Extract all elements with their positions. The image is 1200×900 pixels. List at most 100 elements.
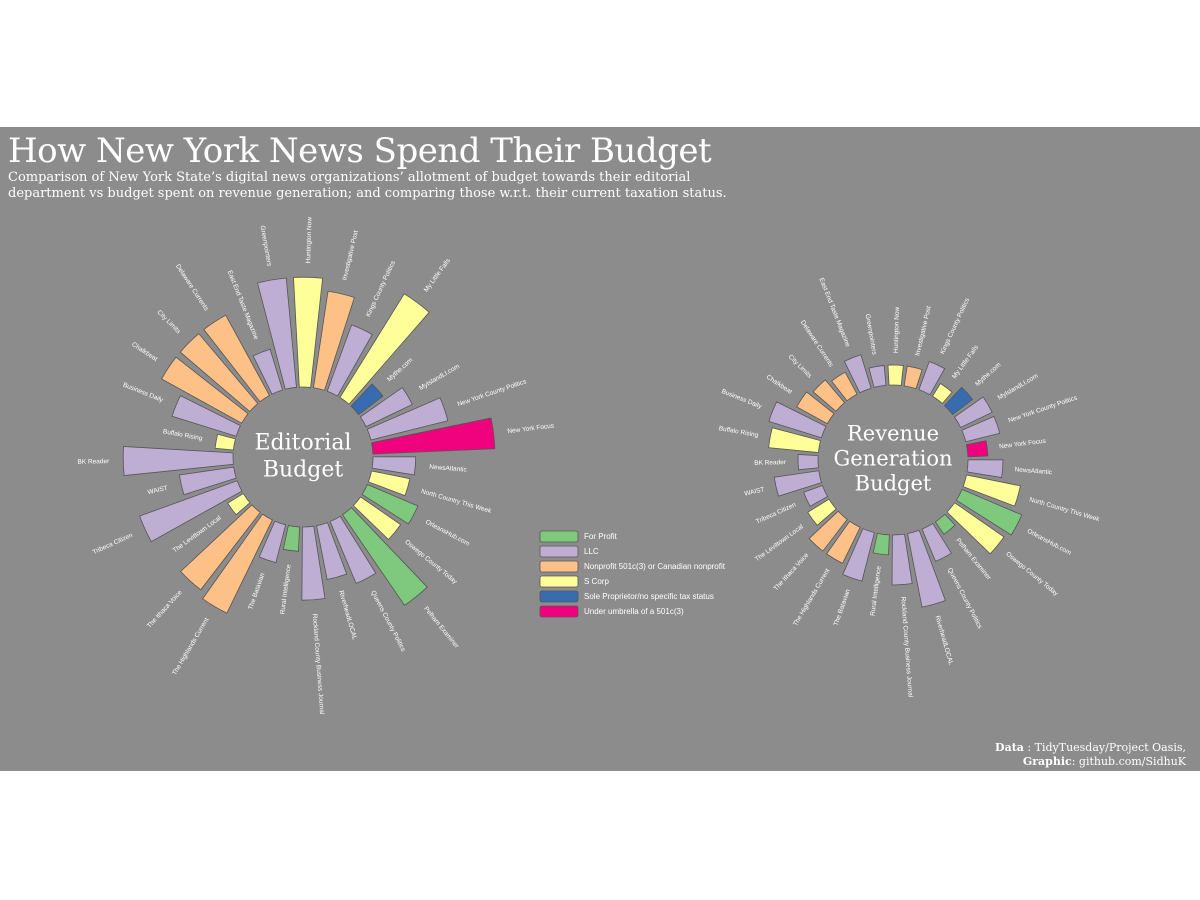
bar-label-riverheadlocal: RiverheadLOCAL: [934, 615, 955, 666]
bar-label-north-country-this-week: North Country This Week: [1028, 496, 1101, 523]
bar-orleanshub-com: [955, 488, 1023, 536]
bar-label-north-country-this-week: North Country This Week: [420, 488, 493, 515]
bar-label-delaware-currents: Delaware Currents: [799, 319, 835, 369]
caption-data-label: Data: [995, 741, 1024, 754]
bar-label-mythe-com: Mythe.com: [974, 361, 1002, 387]
bar-tribeca-citizen: [139, 480, 243, 543]
bar-label-rural-intelligence: Rural Intelligence: [869, 565, 882, 616]
bar-myislandli-com: [359, 386, 413, 428]
bar-city-limits: [812, 379, 846, 412]
bar-new-york-county-politics: [366, 397, 449, 441]
bar-label-orleanshub-com: OrleansHub.com: [1026, 528, 1072, 557]
legend-swatch-nonprofit-501c-3-or-canadian-nonprofit: [539, 560, 579, 573]
chart-caption: Data : TidyTuesday/Project Oasis, Graphi…: [995, 741, 1186, 769]
bar-buffalo-rising: [214, 433, 236, 451]
bar-rural-intelligence: [282, 524, 301, 552]
bar-pelham-examiner: [934, 513, 956, 535]
bar-waist: [178, 466, 237, 496]
bar-the-batavian: [258, 520, 287, 564]
bar-label-waist: WAIST: [147, 485, 168, 496]
bar-buffalo-rising: [768, 427, 822, 454]
bar-label-queens-county-politics: Queens County Politics: [946, 567, 984, 631]
caption-data-line: Data : TidyTuesday/Project Oasis,: [995, 741, 1186, 755]
editorial-budget-chart: Greenpointers Huntington Now Investigative…: [77, 217, 555, 715]
legend-swatch-s-corp: [539, 575, 579, 588]
bar-label-tribeca-citizen: Tribeca Citizen: [92, 532, 134, 556]
bar-label-city-limits: City Limits: [787, 353, 814, 380]
bar-newsatlantic: [966, 459, 1004, 478]
bar-huntington-now: [887, 364, 904, 386]
bar-label-new-york-county-politics: New York County Politics: [457, 378, 528, 408]
bar-business-daily: [171, 395, 241, 437]
legend-swatch-llc: [539, 545, 579, 558]
bar-myislandli-com: [953, 396, 993, 429]
bar-the-levittown-local: [807, 498, 837, 526]
bar-city-limits: [179, 333, 259, 413]
caption-graphic-label: Graphic: [1022, 755, 1072, 768]
bar-kings-county-politics: [918, 360, 946, 396]
bar-investigative-post: [312, 290, 355, 391]
bar-new-york-focus: [371, 417, 496, 455]
bar-mythe-com: [943, 386, 974, 416]
legend-label-s-corp: S Corp: [584, 577, 609, 586]
caption-graphic-line: Graphic: github.com/SidhuK: [995, 755, 1186, 769]
center-label-line: Budget: [263, 458, 344, 483]
bar-queens-county-politics: [921, 523, 952, 562]
bar-label-riverheadlocal: RiverheadLOCAL: [337, 590, 358, 641]
bar-the-batavian: [842, 528, 875, 582]
chart-subtitle: Comparison of New York State’s digital n…: [8, 170, 727, 201]
bar-bk-reader: [797, 454, 819, 471]
bar-the-highlands-current: [826, 520, 861, 564]
bar-label-oswego-county-today: Oswego County Today: [1004, 551, 1059, 598]
center-label-line: Generation: [833, 447, 952, 471]
legend-swatch-sole-proprietor-no-specific-tax-status: [539, 590, 579, 603]
legend-label-for-profit: For Profit: [584, 532, 618, 541]
bar-newsatlantic: [371, 456, 417, 476]
bar-label-waist: WAIST: [744, 486, 765, 497]
bar-north-country-this-week: [367, 470, 411, 497]
bar-label-myislandli-com: MyIslandLI.com: [418, 363, 461, 392]
bar-label-kings-county-politics: Kings County Politics: [365, 259, 397, 318]
bar-queens-county-politics: [329, 515, 377, 584]
legend-swatch-for-profit: [539, 530, 579, 543]
bar-label-business-daily: Business Daily: [720, 388, 763, 411]
bar-label-orleanshub-com: OrleansHub.com: [424, 519, 470, 548]
bar-east-end-taste-magazine: [843, 354, 872, 394]
bar-waist: [773, 470, 822, 497]
bar-riverheadlocal: [316, 522, 348, 581]
bar-label-investigative-post: Investigative Post: [341, 230, 360, 281]
bar-label-rockland-county-business-journal: Rockland County Business Journal: [311, 614, 325, 716]
bar-label-greenpointers: Greenpointers: [864, 313, 878, 356]
bar-bk-reader: [122, 446, 234, 477]
bar-delaware-currents: [831, 371, 858, 402]
legend-label-nonprofit-501c-3-or-canadian-nonprofit: Nonprofit 501c(3) or Canadian nonprofit: [584, 562, 726, 571]
center-label-line: Revenue: [847, 422, 939, 446]
bar-label-chalkbeat: Chalkbeat: [130, 341, 158, 363]
bar-chalkbeat: [161, 356, 249, 424]
bar-the-highlands-current: [202, 513, 273, 614]
bar-north-country-this-week: [962, 474, 1021, 507]
bar-rockland-county-business-journal: [891, 533, 913, 586]
bar-label-the-highlands-current: The Highlands Current: [171, 617, 210, 677]
bar-label-pelham-examiner: Pelham Examiner: [422, 605, 460, 650]
legend-label-under-umbrella-of-a-501c-3: Under umbrella of a 501c(3): [584, 607, 684, 616]
legend-label-sole-proprietor-no-specific-tax-status: Sole Proprietor/no specific tax status: [584, 592, 714, 601]
bar-label-huntington-now: Huntington Now: [305, 217, 313, 264]
caption-graphic-source: : github.com/SidhuK: [1071, 755, 1186, 768]
bar-label-the-batavian: The Batavian: [833, 588, 852, 627]
legend-swatch-under-umbrella-of-a-501c-3: [539, 605, 579, 618]
bar-rural-intelligence: [872, 532, 890, 556]
bar-label-the-highlands-current: The Highlands Current: [792, 567, 831, 627]
bar-greenpointers: [868, 364, 887, 388]
caption-data-source: : TidyTuesday/Project Oasis,: [1023, 741, 1186, 754]
bar-label-chalkbeat: Chalkbeat: [765, 374, 793, 396]
bar-rockland-county-business-journal: [301, 525, 326, 601]
bar-oswego-county-today: [352, 496, 402, 541]
bar-label-buffalo-rising: Buffalo Rising: [162, 428, 203, 442]
bar-huntington-now: [293, 276, 324, 388]
bar-orleanshub-com: [361, 483, 419, 525]
bar-new-york-county-politics: [961, 415, 1001, 443]
bar-label-investigative-post: Investigative Post: [914, 305, 933, 356]
bar-oswego-county-today: [946, 502, 1005, 555]
